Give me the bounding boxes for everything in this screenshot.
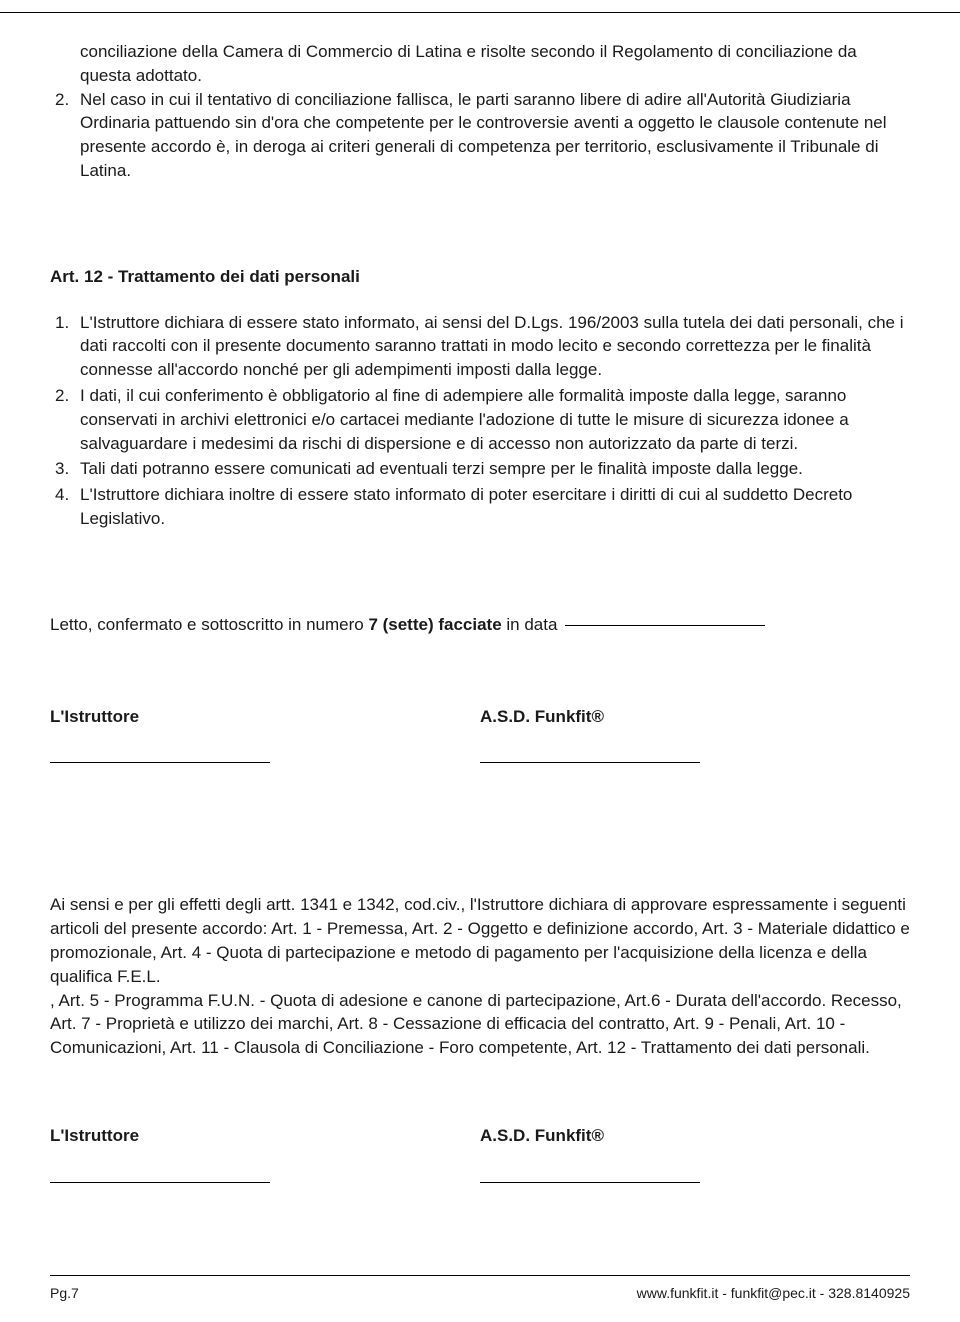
list-item-text: L'Istruttore dichiara inoltre di essere …: [80, 483, 910, 531]
list-item-number: 4.: [55, 483, 80, 531]
list-item-number: 2.: [55, 384, 80, 455]
signature-label-funkfit-2: A.S.D. Funkfit®: [480, 1124, 910, 1148]
signature-right-column: A.S.D. Funkfit®: [480, 705, 910, 764]
signature-right-column-2: A.S.D. Funkfit®: [480, 1124, 910, 1183]
closing-bold: 7 (sette) facciate: [368, 615, 501, 634]
list-item: 2. I dati, il cui conferimento è obbliga…: [55, 384, 910, 455]
list-item: 3. Tali dati potranno essere comunicati …: [55, 457, 910, 481]
list-item-text: I dati, il cui conferimento è obbligator…: [80, 384, 910, 455]
signature-label-funkfit: A.S.D. Funkfit®: [480, 705, 910, 729]
top-list: 2. Nel caso in cui il tentativo di conci…: [55, 88, 910, 183]
signature-left-column: L'Istruttore: [50, 705, 480, 764]
continuation-text: conciliazione della Camera di Commercio …: [80, 40, 910, 88]
date-blank-line[interactable]: [565, 625, 765, 626]
closing-suffix: in data: [502, 615, 558, 634]
signature-label-instructor-2: L'Istruttore: [50, 1124, 480, 1148]
list-item-text: L'Istruttore dichiara di essere stato in…: [80, 311, 910, 382]
article-12-list: 1. L'Istruttore dichiara di essere stato…: [55, 311, 910, 531]
list-item-text: Tali dati potranno essere comunicati ad …: [80, 457, 910, 481]
list-item: 4. L'Istruttore dichiara inoltre di esse…: [55, 483, 910, 531]
signature-row-2: L'Istruttore A.S.D. Funkfit®: [50, 1124, 910, 1183]
page-footer: Pg.7 www.funkfit.it - funkfit@pec.it - 3…: [50, 1275, 910, 1304]
list-item: 2. Nel caso in cui il tentativo di conci…: [55, 88, 910, 183]
signature-line-instructor-2[interactable]: [50, 1182, 270, 1183]
signature-line-instructor[interactable]: [50, 762, 270, 763]
list-item-text: Nel caso in cui il tentativo di concilia…: [80, 88, 910, 183]
signature-row-1: L'Istruttore A.S.D. Funkfit®: [50, 705, 910, 764]
document-content: conciliazione della Camera di Commercio …: [50, 30, 910, 1183]
list-item-number: 1.: [55, 311, 80, 382]
list-item-number: 2.: [55, 88, 80, 183]
article-12-heading: Art. 12 - Trattamento dei dati personali: [50, 265, 910, 289]
signature-line-funkfit[interactable]: [480, 762, 700, 763]
approval-clause: Ai sensi e per gli effetti degli artt. 1…: [50, 893, 910, 1060]
closing-prefix: Letto, confermato e sottoscritto in nume…: [50, 615, 368, 634]
footer-contact: www.funkfit.it - funkfit@pec.it - 328.81…: [637, 1284, 910, 1304]
signature-line-funkfit-2[interactable]: [480, 1182, 700, 1183]
page-number: Pg.7: [50, 1284, 79, 1304]
list-item: 1. L'Istruttore dichiara di essere stato…: [55, 311, 910, 382]
closing-statement: Letto, confermato e sottoscritto in nume…: [50, 613, 910, 637]
signature-left-column-2: L'Istruttore: [50, 1124, 480, 1183]
top-horizontal-rule: [0, 12, 960, 13]
signature-label-instructor: L'Istruttore: [50, 705, 480, 729]
list-item-number: 3.: [55, 457, 80, 481]
